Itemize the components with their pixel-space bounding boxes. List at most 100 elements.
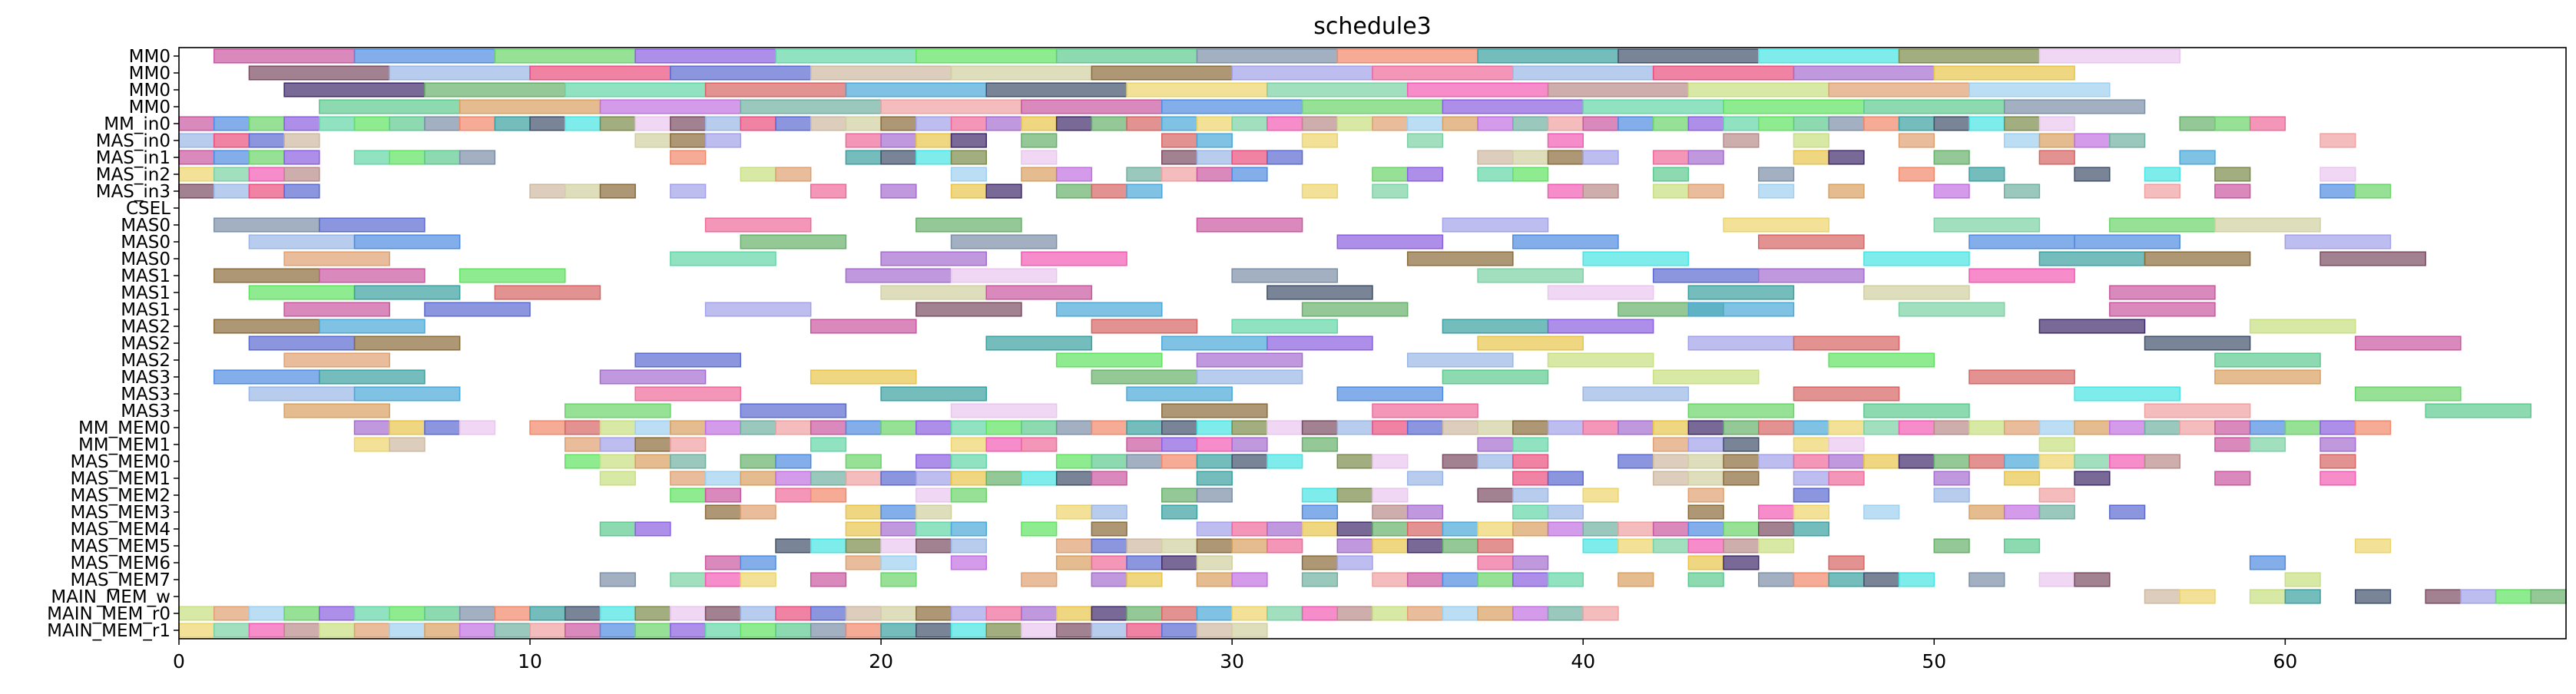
task-bar xyxy=(1828,82,1970,97)
task-bar xyxy=(353,48,496,64)
task-bar xyxy=(1617,48,1760,64)
task-bar xyxy=(1758,538,1795,554)
task-bar xyxy=(1968,572,2005,587)
task-bar xyxy=(880,521,917,537)
task-bar xyxy=(2319,251,2426,266)
task-bar xyxy=(845,555,882,570)
task-bar xyxy=(1021,623,1058,638)
task-bar xyxy=(1828,420,1865,435)
task-bar xyxy=(1547,150,1584,165)
task-bar xyxy=(1512,572,1549,587)
task-bar xyxy=(1442,454,1478,469)
task-bar xyxy=(845,521,882,537)
task-bar xyxy=(529,116,566,131)
task-bar xyxy=(1266,454,1303,469)
task-bar xyxy=(950,133,987,148)
task-bar xyxy=(1196,606,1233,621)
task-bar xyxy=(845,538,882,554)
task-bar xyxy=(2003,538,2041,554)
task-bar xyxy=(1898,48,2041,64)
x-axis: 0 10 20 30 40 50 60 xyxy=(173,639,2297,673)
task-bar xyxy=(880,606,917,621)
task-bar xyxy=(1652,150,1690,165)
task-bar xyxy=(1933,454,1970,469)
task-bar xyxy=(459,420,496,435)
task-bar xyxy=(1512,65,1654,81)
task-bar xyxy=(1793,386,1900,402)
task-bar xyxy=(845,268,952,283)
task-bar xyxy=(1161,555,1198,570)
task-bar xyxy=(1196,471,1233,486)
task-bar xyxy=(283,116,320,131)
task-bar xyxy=(1196,572,1233,587)
task-bar xyxy=(810,183,847,199)
task-bar xyxy=(1161,335,1268,351)
task-bar xyxy=(880,386,987,402)
task-bar xyxy=(1512,150,1549,165)
task-bar xyxy=(1406,420,1444,435)
task-bar xyxy=(2003,454,2041,469)
task-bar xyxy=(565,606,601,621)
task-bar xyxy=(1442,369,1549,385)
task-bar xyxy=(1196,167,1233,182)
task-bar xyxy=(494,623,531,638)
task-bar xyxy=(916,150,952,165)
task-bar xyxy=(1687,437,1724,452)
task-bar xyxy=(1512,487,1549,503)
task-bar xyxy=(424,606,461,621)
task-bar xyxy=(916,302,1022,317)
task-bar xyxy=(1687,420,1724,435)
task-bar xyxy=(1021,521,1058,537)
task-bar xyxy=(985,471,1022,486)
task-bar xyxy=(283,352,390,368)
task-bar xyxy=(1091,538,1127,554)
task-bar xyxy=(880,99,1022,114)
task-bar xyxy=(1758,454,1795,469)
task-bar xyxy=(1126,183,1163,199)
task-bar xyxy=(810,606,847,621)
task-bar xyxy=(1406,572,1444,587)
task-bar xyxy=(2074,234,2180,250)
task-bar xyxy=(880,116,917,131)
task-bar xyxy=(1231,268,1339,283)
task-bar xyxy=(985,335,1093,351)
task-bar xyxy=(319,319,425,334)
task-bar xyxy=(2179,420,2216,435)
task-bar xyxy=(985,623,1022,638)
task-bar xyxy=(1652,521,1690,537)
task-bar xyxy=(2003,183,2041,199)
task-bar xyxy=(1372,167,1409,182)
task-bar xyxy=(950,487,987,503)
task-bar xyxy=(670,420,707,435)
task-bar xyxy=(1898,133,1935,148)
task-bar xyxy=(213,319,320,334)
task-bar xyxy=(1055,420,1093,435)
task-bar xyxy=(845,504,882,520)
y-tick-label: MAS2 xyxy=(121,351,171,371)
task-bar xyxy=(178,167,215,182)
task-bar xyxy=(1372,183,1409,199)
task-bar xyxy=(880,150,917,165)
task-bar xyxy=(880,623,917,638)
task-bar xyxy=(1091,572,1127,587)
task-bar xyxy=(1512,606,1549,621)
task-bar xyxy=(1758,521,1795,537)
task-bar xyxy=(565,82,707,97)
task-bar xyxy=(213,268,320,283)
task-bar xyxy=(1406,116,1444,131)
y-tick-label: MAS_MEM7 xyxy=(70,570,171,590)
task-bar xyxy=(1055,48,1198,64)
task-bar xyxy=(1617,538,1654,554)
task-bar xyxy=(1055,471,1093,486)
task-bar xyxy=(1477,538,1514,554)
task-bar xyxy=(1161,504,1198,520)
task-bar xyxy=(1231,454,1268,469)
task-bar xyxy=(1091,183,1127,199)
task-bar xyxy=(2074,167,2111,182)
task-bar xyxy=(670,454,707,469)
task-bar xyxy=(950,538,987,554)
task-bar xyxy=(1266,420,1303,435)
task-bar xyxy=(353,150,390,165)
y-tick-label: MAS_in2 xyxy=(96,165,171,185)
